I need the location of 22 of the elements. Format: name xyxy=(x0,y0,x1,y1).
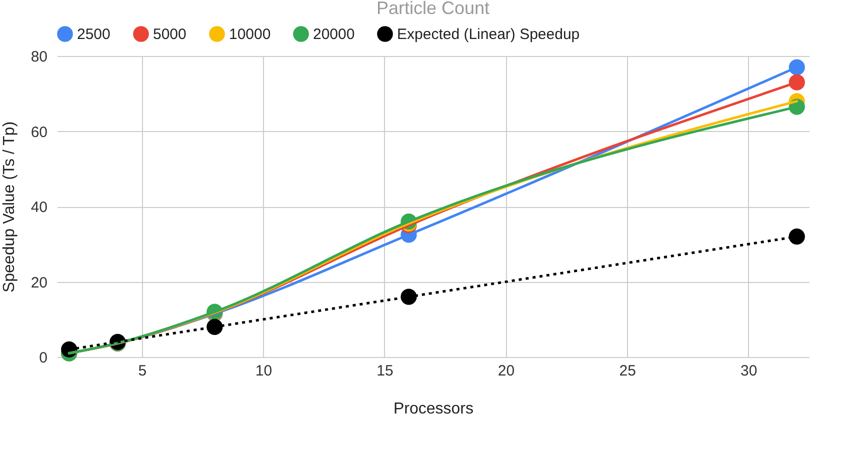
y-tick-label: 0 xyxy=(39,350,48,366)
point xyxy=(400,288,417,305)
x-tick-label: 25 xyxy=(619,362,636,380)
x-tick-label: 30 xyxy=(740,362,758,380)
x-axis-title: Processors xyxy=(393,400,474,418)
legend-label: 20000 xyxy=(313,26,355,43)
legend-label: 2500 xyxy=(77,26,110,43)
legend-label: 5000 xyxy=(153,26,186,43)
y-axis-title: Speedup Value (Ts / Tp) xyxy=(0,121,18,293)
y-tick-label: 80 xyxy=(30,48,48,66)
legend-label: 10000 xyxy=(229,26,271,43)
y-tick-label: 40 xyxy=(30,199,48,216)
x-tick-label: 10 xyxy=(255,362,272,380)
x-tick-label: 15 xyxy=(376,362,394,380)
point xyxy=(206,318,223,335)
x-tick-label: 20 xyxy=(498,362,515,380)
legend-label: Expected (Linear) Speedup xyxy=(397,26,580,43)
point xyxy=(788,228,805,245)
x-tick-label: 5 xyxy=(138,362,147,380)
chart-title: Particle Count xyxy=(376,0,490,18)
y-tick-label: 20 xyxy=(30,274,48,292)
y-tick-label: 60 xyxy=(30,124,48,141)
